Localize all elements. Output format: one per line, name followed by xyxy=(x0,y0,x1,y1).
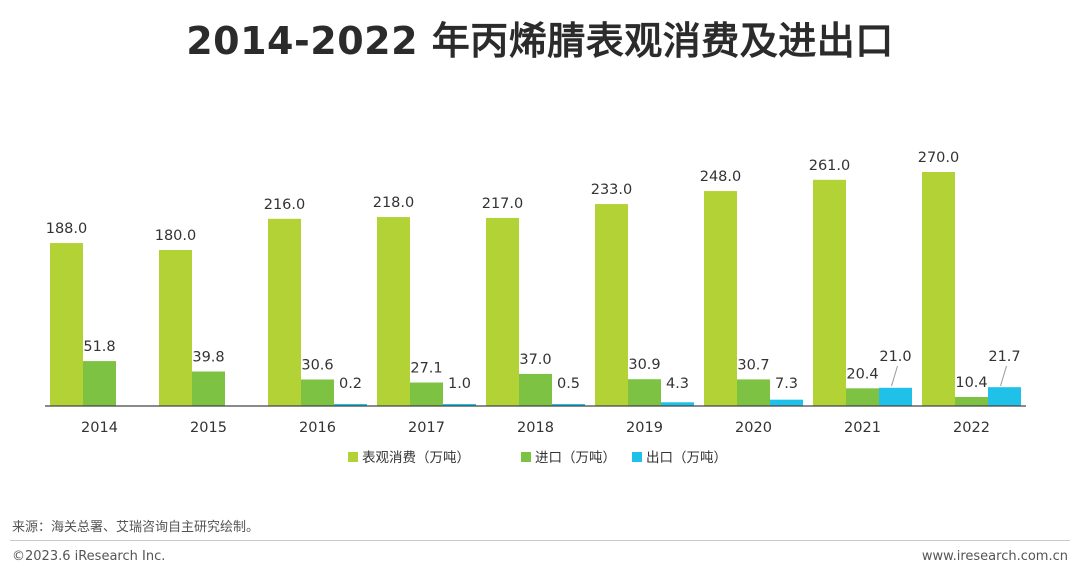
data-label-export-2017: 1.0 xyxy=(448,376,471,392)
copyright-text: ©2023.6 iResearch Inc. xyxy=(12,549,166,564)
x-tick-label-2020: 2020 xyxy=(735,420,772,436)
bar-export-2018 xyxy=(552,404,585,406)
bar-export-2017 xyxy=(443,404,476,406)
legend-swatch-3 xyxy=(632,452,642,462)
data-label-import-2016: 30.6 xyxy=(301,357,333,373)
data-label-import-2018: 37.0 xyxy=(519,352,551,368)
x-tick-label-2015: 2015 xyxy=(190,420,227,436)
bar-export-2021 xyxy=(879,387,912,406)
bar-export-2022 xyxy=(988,387,1021,406)
legend-swatch-1 xyxy=(348,452,358,462)
bar-consumption-2014 xyxy=(50,243,83,406)
bar-consumption-2022 xyxy=(922,172,955,406)
data-label-consumption-2020: 248.0 xyxy=(700,169,742,185)
x-tick-label-2016: 2016 xyxy=(299,420,336,436)
data-label-export-2021: 21.0 xyxy=(879,349,911,365)
data-label-import-2022: 10.4 xyxy=(955,375,987,391)
leader-line-2022 xyxy=(1000,365,1007,387)
legend-label-2: 进口（万吨） xyxy=(535,450,616,466)
data-label-export-2020: 7.3 xyxy=(775,376,798,392)
bar-import-2019 xyxy=(628,379,661,406)
footer-divider xyxy=(10,540,1070,541)
bar-consumption-2016 xyxy=(268,218,301,406)
data-label-export-2022: 21.7 xyxy=(988,349,1020,365)
data-label-consumption-2021: 261.0 xyxy=(809,158,851,174)
bar-import-2015 xyxy=(192,371,225,406)
x-tick-label-2021: 2021 xyxy=(844,420,881,436)
data-label-export-2019: 4.3 xyxy=(666,376,689,392)
x-tick-label-2017: 2017 xyxy=(408,420,445,436)
bar-consumption-2020 xyxy=(704,191,737,406)
bar-import-2018 xyxy=(519,373,552,406)
data-label-consumption-2017: 218.0 xyxy=(373,195,415,211)
data-label-consumption-2018: 217.0 xyxy=(482,196,524,212)
bar-export-2020 xyxy=(770,399,803,406)
bar-consumption-2021 xyxy=(813,179,846,406)
x-tick-label-2022: 2022 xyxy=(953,420,990,436)
x-tick-label-2019: 2019 xyxy=(626,420,663,436)
bar-import-2017 xyxy=(410,382,443,406)
bar-import-2020 xyxy=(737,379,770,406)
chart-title: 2014-2022 年丙烯腈表观消费及进出口 xyxy=(186,19,894,63)
data-label-consumption-2015: 180.0 xyxy=(155,228,197,244)
data-label-consumption-2014: 188.0 xyxy=(46,221,88,237)
legend-swatch-2 xyxy=(521,452,531,462)
data-label-import-2021: 20.4 xyxy=(846,366,878,382)
source-note: 来源：海关总署、艾瑞咨询自主研究绘制。 xyxy=(12,520,260,535)
data-label-export-2018: 0.5 xyxy=(557,376,580,392)
data-label-export-2016: 0.2 xyxy=(339,376,362,392)
data-label-import-2015: 39.8 xyxy=(192,350,224,366)
bar-chart: 188.0 51.8 2014 180.0 39.8 2015 216.0 30.6 0.2 20… xyxy=(45,150,1026,466)
bar-import-2016 xyxy=(301,379,334,406)
bar-consumption-2017 xyxy=(377,217,410,406)
data-label-consumption-2016: 216.0 xyxy=(264,197,306,213)
data-label-consumption-2022: 270.0 xyxy=(918,150,960,166)
bar-import-2022 xyxy=(955,396,988,406)
data-label-import-2019: 30.9 xyxy=(628,357,660,373)
bar-consumption-2018 xyxy=(486,217,519,406)
bar-export-2019 xyxy=(661,402,694,406)
bar-export-2016 xyxy=(334,404,367,406)
data-label-import-2017: 27.1 xyxy=(410,361,442,377)
bar-consumption-2019 xyxy=(595,204,628,406)
legend-label-3: 出口（万吨） xyxy=(646,450,727,466)
website-link[interactable]: www.iresearch.com.cn xyxy=(921,549,1068,564)
bar-import-2021 xyxy=(846,388,879,406)
x-tick-label-2018: 2018 xyxy=(517,420,554,436)
legend-label-1: 表观消费（万吨） xyxy=(362,450,470,466)
data-label-import-2020: 30.7 xyxy=(737,357,769,373)
data-label-import-2014: 51.8 xyxy=(83,339,115,355)
bar-import-2014 xyxy=(83,361,116,406)
x-tick-label-2014: 2014 xyxy=(81,420,118,436)
leader-line-2021 xyxy=(891,365,898,387)
data-label-consumption-2019: 233.0 xyxy=(591,182,633,198)
bar-consumption-2015 xyxy=(159,250,192,406)
